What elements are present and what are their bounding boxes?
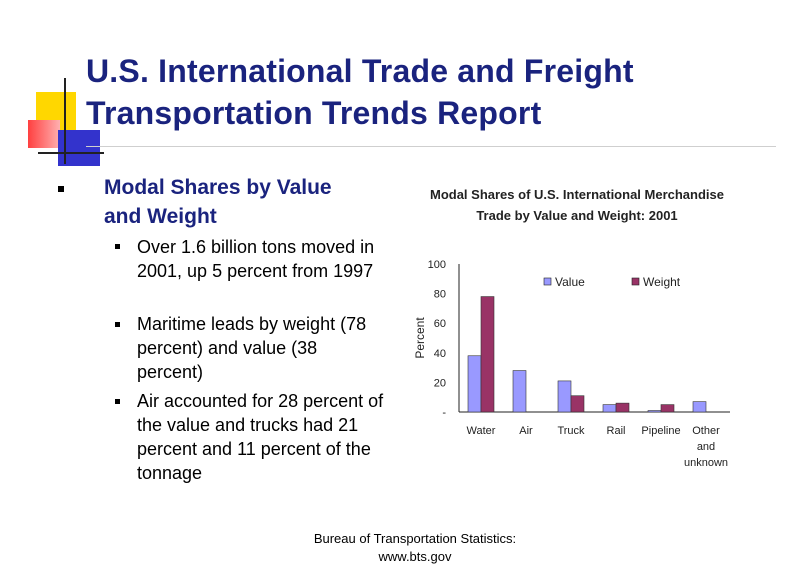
- y-tick-label: 20: [434, 377, 446, 389]
- x-tick-label: Other: [692, 425, 720, 437]
- x-tick-label: Air: [519, 425, 533, 437]
- y-tick-label: 60: [434, 318, 446, 330]
- legend-label-weight: Weight: [643, 275, 681, 289]
- chart-title: Modal Shares of U.S. International Merch…: [412, 184, 742, 226]
- bar-value-water: [467, 355, 482, 413]
- bullet-text-1: Over 1.6 billion tons moved in 2001, up …: [137, 237, 375, 281]
- x-tick-label: Water: [467, 425, 496, 437]
- title-divider: [86, 146, 776, 147]
- y-tick-label: 80: [434, 289, 446, 301]
- x-tick-label: Truck: [557, 425, 585, 437]
- legend-swatch-value: [543, 277, 552, 286]
- chart-legend: Value Weight: [543, 275, 681, 289]
- section-heading-line-1: Modal Shares by Value: [104, 176, 332, 199]
- bar-weight-water: [480, 296, 495, 413]
- bar-value-truck: [557, 380, 572, 413]
- footer-line-1: Bureau of Transportation Statistics:: [313, 531, 517, 546]
- heading-bullet-icon: [58, 186, 64, 192]
- x-tick-label: Pipeline: [641, 425, 680, 437]
- legend-label-value: Value: [555, 275, 585, 289]
- sub-bullet-icon: [115, 244, 120, 249]
- section-heading-line-2: and Weight: [104, 205, 217, 228]
- horizontal-line-decoration: [38, 152, 104, 154]
- sub-bullet-icon: [115, 322, 120, 327]
- bullet-text-3: Air accounted for 28 percent of the valu…: [137, 391, 384, 483]
- footer-source: Bureau of Transportation Statistics: www…: [260, 530, 570, 566]
- x-tick-label: Rail: [607, 425, 626, 437]
- y-tick-label: 40: [434, 348, 446, 360]
- bar-weight-pipeline: [660, 404, 675, 413]
- bar-value-other: [692, 401, 707, 413]
- slide-title-line-1: U.S. International Trade and Freight: [86, 53, 634, 89]
- bullet-text-2: Maritime leads by weight (78 percent) an…: [137, 314, 367, 382]
- x-tick-label: and: [697, 441, 715, 453]
- y-tick-label: -: [442, 407, 446, 419]
- slide-title-line-2: Transportation Trends Report: [86, 95, 542, 131]
- y-axis-label: Percent: [413, 317, 427, 359]
- x-tick-label: unknown: [684, 457, 728, 469]
- bar-weight-truck: [570, 395, 585, 413]
- vertical-line-decoration: [64, 78, 66, 164]
- chart-title-line-2: Trade by Value and Weight: 2001: [476, 208, 678, 223]
- bar-value-pipeline: [647, 410, 662, 413]
- y-tick-label: 100: [428, 259, 446, 271]
- sub-bullet-icon: [115, 399, 120, 404]
- red-square-decoration: [28, 120, 60, 148]
- chart-title-line-1: Modal Shares of U.S. International Merch…: [429, 187, 724, 202]
- bar-weight-rail: [615, 402, 630, 413]
- legend-swatch-weight: [631, 277, 640, 286]
- footer-line-2: www.bts.gov: [378, 549, 452, 564]
- bar-value-rail: [602, 404, 617, 413]
- bar-value-air: [512, 370, 527, 413]
- slide-title: U.S. International Trade and Freight Tra…: [86, 50, 776, 134]
- section-heading: Modal Shares by Value and Weight: [104, 173, 394, 231]
